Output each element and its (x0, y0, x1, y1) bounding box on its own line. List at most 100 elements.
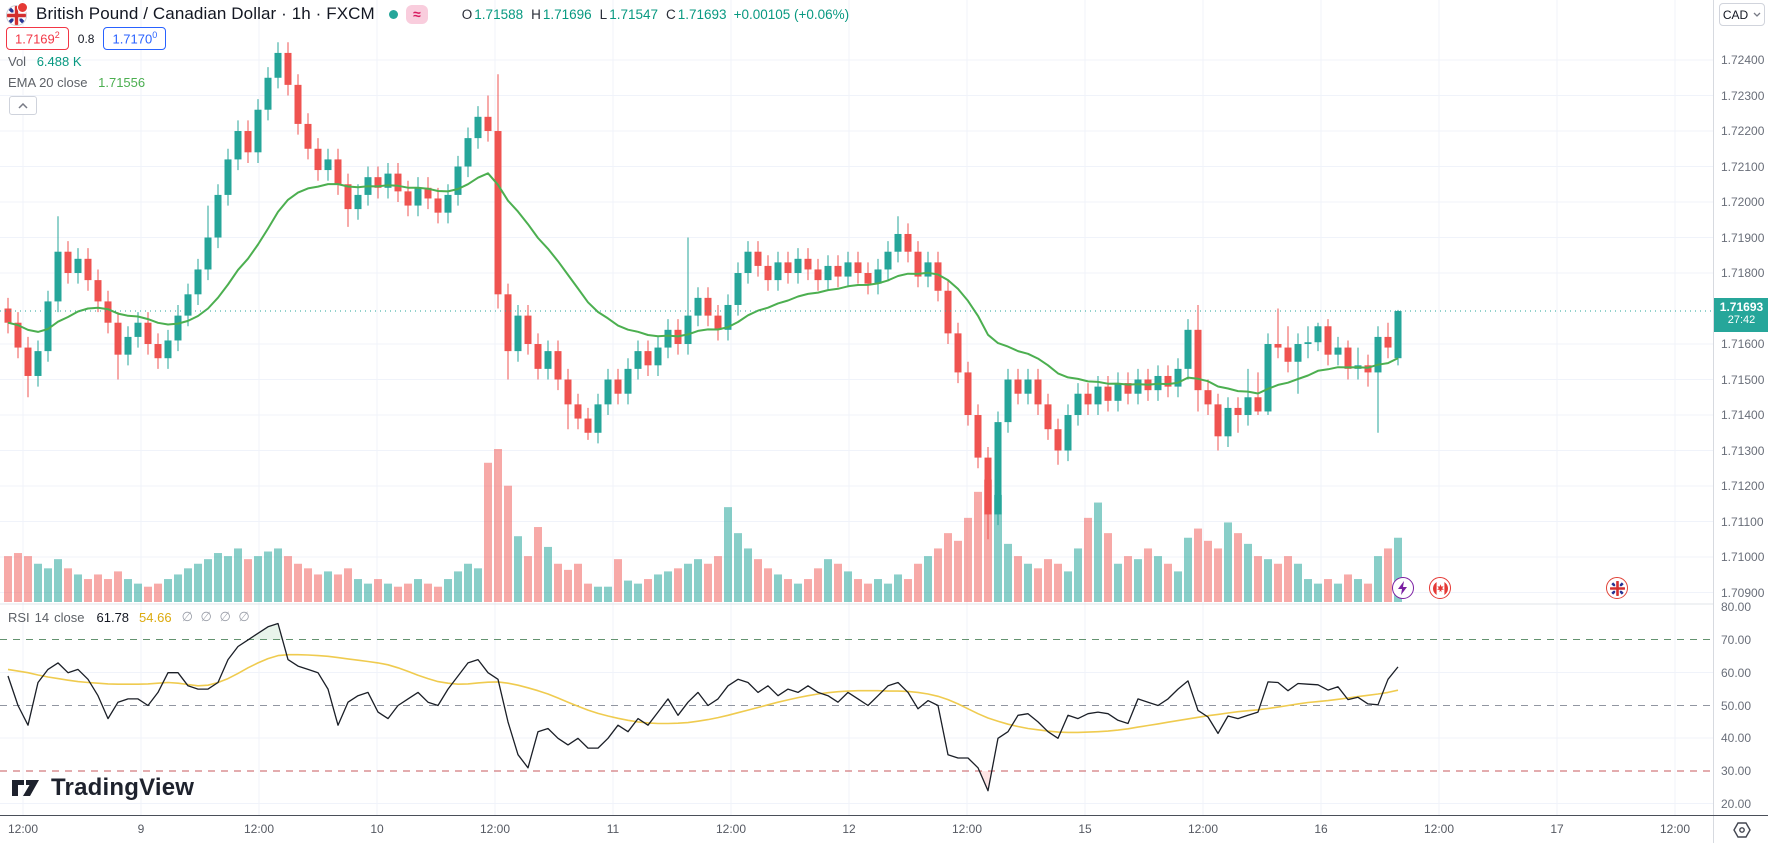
price-axis[interactable]: CAD 1.71693 27:42 1.72400 1.72300 1.72200 1… (1713, 0, 1768, 843)
candle-body (1334, 347, 1342, 355)
economic-event-uk[interactable] (1606, 577, 1628, 599)
volume-bar (1114, 563, 1122, 602)
candle-body (854, 262, 862, 274)
ohlc-readout: O 1.71588 H 1.71696 L 1.71547 C 1.71693 +0.0… (454, 7, 849, 22)
candle-body (544, 351, 552, 369)
candle-body (1074, 393, 1082, 416)
volume-bar (104, 579, 112, 602)
chart-canvas[interactable] (0, 0, 1713, 815)
volume-bar (184, 568, 192, 602)
symbol-pair-flag-icon (6, 2, 28, 26)
candle-body (794, 258, 802, 274)
time-axis-label: 12:00 (1187, 822, 1219, 836)
candle-body (124, 336, 132, 355)
time-axis-label: 10 (370, 822, 384, 836)
volume-bar (734, 533, 742, 602)
time-axis[interactable]: 12:00 9 12:00 10 12:00 11 12:00 12 12:00 15 12:00 1… (0, 816, 1713, 843)
volume-bar (1304, 579, 1312, 602)
economic-event-canada[interactable] (1429, 577, 1451, 599)
time-axis-label: 12:00 (715, 822, 747, 836)
volume-bar (794, 583, 802, 602)
tradingview-logo[interactable]: TradingView (10, 774, 194, 802)
volume-bar (374, 579, 382, 602)
rsi-legend[interactable]: RSI 14 close 61.78 54.66 ∅ ∅ ∅ ∅ (8, 609, 252, 625)
candle-body (424, 187, 432, 199)
rsi-name: RSI (8, 609, 30, 625)
volume-bar (454, 571, 462, 602)
close-value: 1.71693 (677, 6, 727, 22)
price-axis-label: 1.71900 (1721, 230, 1765, 245)
volume-bar (544, 546, 552, 602)
candle-body (814, 269, 822, 281)
volume-bar (1274, 563, 1282, 602)
candle-body (184, 294, 192, 316)
currency-dropdown[interactable]: CAD (1719, 3, 1765, 26)
time-axis-label: 12:00 (1659, 822, 1691, 836)
instant-trade-button[interactable] (1392, 577, 1414, 599)
volume-bar (414, 579, 422, 602)
candle-body (804, 258, 812, 270)
currency-label: CAD (1722, 7, 1749, 22)
volume-bar (1204, 540, 1212, 602)
candle-body (1174, 368, 1182, 387)
candle-body (1344, 347, 1352, 369)
volume-bar (94, 574, 102, 602)
candle-body (264, 77, 272, 110)
volume-bar (54, 559, 62, 602)
scale-settings-button[interactable] (1713, 816, 1768, 843)
volume-bar (484, 462, 492, 602)
candle-body (1224, 407, 1232, 437)
volume-bar (274, 548, 282, 602)
volume-bar (1334, 583, 1342, 602)
price-axis-label: 1.72400 (1721, 53, 1765, 67)
candle-body (1054, 429, 1062, 451)
candle-body (414, 187, 422, 206)
legend-collapse-button[interactable] (9, 96, 37, 115)
volume-bar (964, 517, 972, 602)
buy-button[interactable]: 1.71700 (103, 27, 167, 51)
volume-bar (334, 574, 342, 602)
candle-body (4, 308, 12, 323)
volume-bar (944, 533, 952, 602)
candle-body (1094, 386, 1102, 405)
close-label: C (666, 6, 676, 22)
volume-bar (1244, 543, 1252, 602)
current-price-value: 1.71693 (1719, 300, 1764, 314)
volume-bar (1154, 556, 1162, 602)
candle-body (914, 251, 922, 277)
sell-button[interactable]: 1.71692 (6, 27, 69, 51)
candle-body (174, 315, 182, 341)
market-status-dot-icon[interactable] (388, 9, 398, 19)
volume-bar (494, 449, 502, 602)
volume-bar (294, 563, 302, 602)
volume-bar (594, 586, 602, 602)
volume-bar (434, 586, 442, 602)
volume-bar (914, 563, 922, 602)
candle-body (474, 116, 482, 139)
candle-body (304, 123, 312, 149)
candle-body (524, 315, 532, 345)
candle-body (1164, 375, 1172, 387)
notification-pill-icon[interactable]: ≈ (405, 4, 428, 24)
volume-legend[interactable]: Vol 6.488 K (8, 54, 82, 69)
candle-body (754, 251, 762, 266)
candle-body (1294, 344, 1302, 362)
volume-bar (474, 568, 482, 602)
candle-body (884, 251, 892, 270)
symbol-title[interactable]: British Pound / Canadian Dollar · 1h · F… (36, 4, 375, 23)
time-axis-label: 9 (137, 822, 145, 836)
candle-body (434, 198, 442, 213)
high-value: 1.71696 (542, 6, 592, 22)
candle-body (244, 131, 252, 153)
volume-bar (444, 579, 452, 602)
chart-header: British Pound / Canadian Dollar · 1h · F… (6, 2, 849, 26)
volume-bar (344, 568, 352, 602)
change-value: +0.00105 (+0.06%) (733, 6, 850, 22)
candle-body (734, 273, 742, 305)
time-axis-label: 12:00 (243, 822, 275, 836)
volume-bar (164, 579, 172, 602)
volume-bar (894, 574, 902, 602)
volume-bar (464, 563, 472, 602)
ema-legend[interactable]: EMA 20 close 1.71556 (8, 75, 145, 90)
